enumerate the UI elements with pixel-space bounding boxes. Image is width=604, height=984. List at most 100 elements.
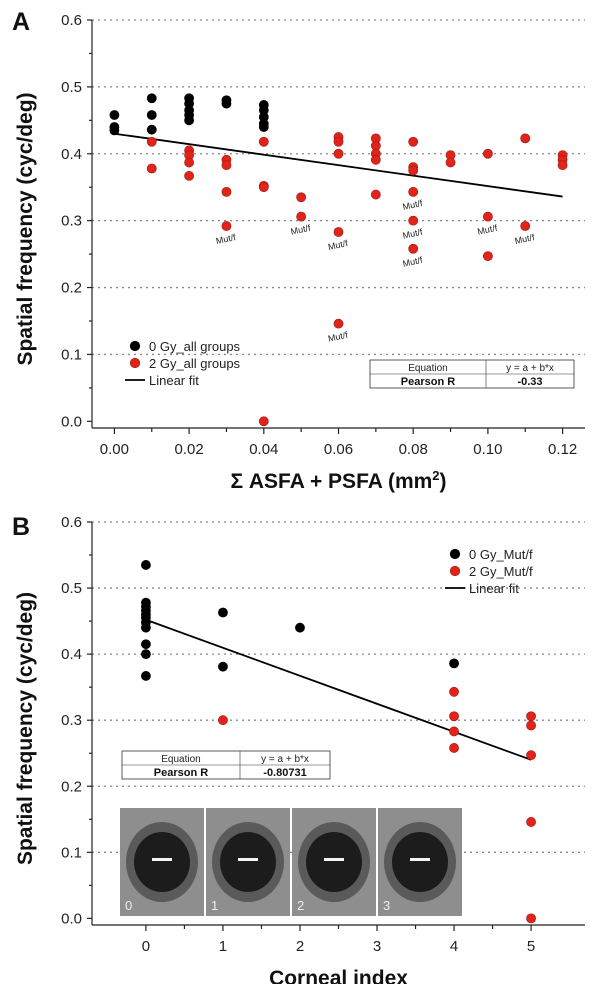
- data-point: [482, 211, 493, 222]
- data-point: [141, 639, 151, 650]
- y-tick-label: 0.1: [61, 346, 82, 363]
- legend-marker: [449, 565, 461, 577]
- panel-b: B 0.0 0.1 0.2 0.3 0.4 0.5 0.6 0 1 2 3 4 5 Spatial freq…: [12, 513, 585, 984]
- y-tick-label: 0.2: [61, 280, 82, 297]
- eye-pupil: [392, 832, 448, 892]
- data-point: [333, 148, 344, 159]
- data-point: [146, 124, 157, 135]
- panel-label: A: [12, 8, 30, 36]
- stats-r-label: Pearson R: [401, 376, 455, 388]
- x-tick-label: 0.12: [548, 441, 577, 458]
- stats-table: Equation y = a + b*x Pearson R -0.80731: [121, 750, 331, 780]
- legend-label: 2 Gy_all groups: [149, 356, 241, 371]
- legend-label: 0 Gy_Mut/f: [469, 547, 533, 562]
- data-point: [258, 136, 269, 147]
- series-0-gy-all-groups: [109, 93, 269, 136]
- x-tick-label: 0.00: [100, 441, 129, 458]
- series-0-gy-mut-f: [141, 560, 459, 681]
- eye-glint: [152, 858, 172, 861]
- eye-image-label: 0: [125, 898, 132, 913]
- data-point: [449, 686, 459, 697]
- mutf-annotation: Mut/f: [402, 227, 424, 241]
- data-point: [449, 658, 459, 669]
- y-tick-label: 0.1: [61, 844, 82, 861]
- eye-pupil: [306, 832, 362, 892]
- y-axis-label: Spatial frequency (cyc/deg): [14, 92, 37, 365]
- legend: 0 Gy_all groups 2 Gy_all groups Linear fit: [125, 339, 241, 388]
- x-tick-label: 4: [450, 938, 458, 955]
- data-point: [218, 715, 228, 726]
- eye-glint: [238, 858, 258, 861]
- legend-marker: [129, 357, 141, 369]
- data-point: [520, 133, 531, 144]
- x-tick-label: 2: [296, 938, 304, 955]
- mutf-annotation: Mut/f: [402, 198, 424, 212]
- y-tick-label: 0.3: [61, 213, 82, 230]
- y-tick-label: 0.3: [61, 712, 82, 729]
- stats-r-value: -0.80731: [263, 767, 306, 779]
- stats-r-label: Pearson R: [154, 767, 208, 779]
- eye-pupil: [220, 832, 276, 892]
- panel-a: A 0.0 0.1 0.2 0.3 0.4 0.5 0.6 0.00 0.02 0.04 0.06 0.…: [12, 8, 585, 493]
- x-tick-label: 0.04: [249, 441, 278, 458]
- eye-image: 2: [292, 808, 376, 916]
- y-tick-label: 0.5: [61, 580, 82, 597]
- data-point: [526, 750, 536, 761]
- data-point: [184, 170, 195, 181]
- data-point: [482, 251, 493, 262]
- x-tick-label: 0.08: [399, 441, 428, 458]
- eye-image-label: 2: [297, 898, 304, 913]
- data-point: [408, 243, 419, 254]
- stats-equation-value: y = a + b*x: [506, 363, 554, 374]
- y-tick-label: 0.0: [61, 413, 82, 430]
- eye-image: 1: [206, 808, 290, 916]
- stats-r-value: -0.33: [517, 376, 542, 388]
- y-axis-label: Spatial frequency (cyc/deg): [14, 592, 37, 865]
- eye-pupil: [134, 832, 190, 892]
- legend-label: Linear fit: [149, 373, 199, 388]
- data-point: [146, 136, 157, 147]
- data-point: [296, 192, 307, 203]
- fit-line: [114, 132, 563, 198]
- series-2-gy-all-groups: [146, 132, 568, 427]
- data-point: [221, 160, 232, 171]
- data-point: [449, 726, 459, 737]
- data-point: [221, 98, 232, 109]
- x-tick-label: 1: [219, 938, 227, 955]
- data-point: [557, 160, 568, 171]
- legend: 0 Gy_Mut/f 2 Gy_Mut/f Linear fit: [445, 547, 533, 596]
- data-point: [221, 186, 232, 197]
- stats-table: Equation y = a + b*x Pearson R -0.33: [369, 359, 575, 389]
- series-2-gy-mut-f: [218, 686, 536, 924]
- data-point: [408, 186, 419, 197]
- y-tick-label: 0.5: [61, 79, 82, 96]
- data-point: [146, 110, 157, 120]
- x-tick-label: 0: [142, 938, 150, 955]
- data-point: [408, 136, 419, 147]
- x-axis-label: Σ ASFA + PSFA (mm2): [230, 468, 446, 493]
- y-tick-label: 0.0: [61, 910, 82, 927]
- legend-label: 0 Gy_all groups: [149, 339, 241, 354]
- data-point: [218, 661, 228, 672]
- x-tick-label: 0.10: [473, 441, 502, 458]
- eye-image: 3: [378, 808, 462, 916]
- data-point: [520, 221, 531, 231]
- mutf-annotation: Mut/f: [327, 330, 349, 344]
- data-point: [141, 622, 151, 633]
- y-tick-label: 0.6: [61, 514, 82, 531]
- panel-label: B: [12, 513, 30, 541]
- x-tick-label: 3: [373, 938, 381, 955]
- data-point: [370, 154, 381, 165]
- mutf-annotation: Mut/f: [290, 223, 312, 237]
- y-tick-label: 0.6: [61, 12, 82, 29]
- data-point: [184, 157, 195, 168]
- data-point: [526, 913, 536, 924]
- data-point: [449, 743, 459, 753]
- data-point: [146, 93, 157, 104]
- eye-glint: [410, 858, 430, 861]
- y-tick-label: 0.4: [61, 646, 82, 663]
- mutf-annotation: Mut/f: [215, 232, 237, 246]
- data-point: [408, 165, 419, 176]
- eye-image-label: 3: [383, 898, 390, 913]
